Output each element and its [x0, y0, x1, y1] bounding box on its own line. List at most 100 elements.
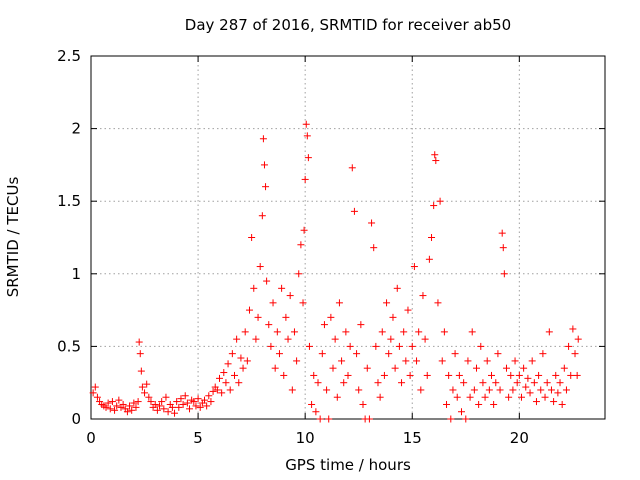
- data-point: [496, 386, 504, 394]
- data-point: [267, 342, 275, 350]
- data-point: [186, 405, 194, 413]
- data-point: [256, 263, 264, 271]
- data-point: [108, 398, 116, 406]
- data-point: [499, 244, 507, 252]
- data-point: [209, 387, 217, 395]
- data-point: [327, 313, 335, 321]
- data-point: [297, 241, 305, 249]
- data-point: [293, 357, 301, 365]
- data-point: [203, 402, 211, 410]
- x-tick-label: 0: [86, 429, 96, 447]
- data-point: [477, 342, 485, 350]
- data-point: [273, 328, 281, 336]
- data-point: [574, 335, 582, 343]
- data-point: [304, 154, 312, 162]
- data-point: [400, 328, 408, 336]
- data-point: [410, 263, 418, 271]
- data-point: [368, 219, 376, 227]
- data-point: [393, 284, 401, 292]
- data-point: [421, 335, 429, 343]
- data-point: [481, 393, 489, 401]
- data-point: [524, 374, 532, 382]
- x-tick-label: 5: [193, 429, 203, 447]
- data-point: [348, 164, 356, 172]
- data-points: [89, 120, 582, 423]
- data-point: [136, 350, 144, 358]
- data-point: [404, 306, 412, 314]
- data-point: [438, 357, 446, 365]
- data-point: [505, 393, 513, 401]
- data-point: [423, 371, 431, 379]
- data-point: [320, 321, 328, 329]
- data-point: [318, 350, 326, 358]
- plot-frame: [90, 55, 606, 420]
- data-point: [290, 328, 298, 336]
- data-point: [417, 386, 425, 394]
- data-point: [111, 406, 119, 414]
- data-point: [543, 379, 551, 387]
- data-point: [271, 364, 279, 372]
- data-point: [385, 350, 393, 358]
- data-point: [288, 386, 296, 394]
- data-point: [541, 393, 549, 401]
- data-point: [395, 342, 403, 350]
- data-point: [151, 400, 159, 408]
- data-point: [325, 415, 333, 423]
- data-point: [526, 389, 534, 397]
- data-point: [235, 379, 243, 387]
- chart-title: Day 287 of 2016, SRMTID for receiver ab5…: [185, 16, 511, 34]
- data-point: [556, 379, 564, 387]
- y-tick-label: 0: [71, 410, 81, 428]
- data-point: [252, 335, 260, 343]
- data-point: [535, 371, 543, 379]
- data-point: [126, 402, 134, 410]
- data-point: [233, 335, 241, 343]
- data-point: [462, 415, 470, 423]
- data-point: [201, 396, 209, 404]
- data-point: [487, 371, 495, 379]
- data-point: [455, 371, 463, 379]
- data-point: [284, 335, 292, 343]
- data-point: [218, 389, 226, 397]
- data-point: [280, 371, 288, 379]
- data-point: [171, 409, 179, 417]
- data-point: [145, 393, 153, 401]
- data-point: [359, 400, 367, 408]
- data-point: [350, 207, 358, 215]
- data-point: [308, 400, 316, 408]
- data-point: [502, 364, 510, 372]
- data-point: [492, 379, 500, 387]
- data-point: [507, 371, 515, 379]
- data-point: [532, 398, 540, 406]
- data-point: [302, 120, 310, 128]
- data-point: [226, 386, 234, 394]
- data-point: [434, 299, 442, 307]
- data-point: [91, 383, 99, 391]
- data-point: [207, 398, 215, 406]
- data-point: [554, 389, 562, 397]
- data-point: [265, 321, 273, 329]
- data-point: [440, 328, 448, 336]
- data-point: [365, 415, 373, 423]
- data-point: [254, 313, 262, 321]
- data-point: [387, 335, 395, 343]
- data-point: [483, 357, 491, 365]
- data-point: [522, 383, 530, 391]
- data-point: [383, 299, 391, 307]
- data-point: [415, 328, 423, 336]
- y-tick-label: 2: [71, 120, 81, 138]
- data-point: [183, 399, 191, 407]
- data-point: [115, 396, 123, 404]
- data-point: [295, 270, 303, 278]
- data-point: [515, 371, 523, 379]
- data-point: [316, 415, 324, 423]
- data-point: [179, 400, 187, 408]
- data-point: [119, 400, 127, 408]
- data-point: [340, 379, 348, 387]
- data-point: [569, 325, 577, 333]
- data-point: [479, 379, 487, 387]
- data-point: [460, 379, 468, 387]
- data-point: [147, 398, 155, 406]
- data-point: [310, 371, 318, 379]
